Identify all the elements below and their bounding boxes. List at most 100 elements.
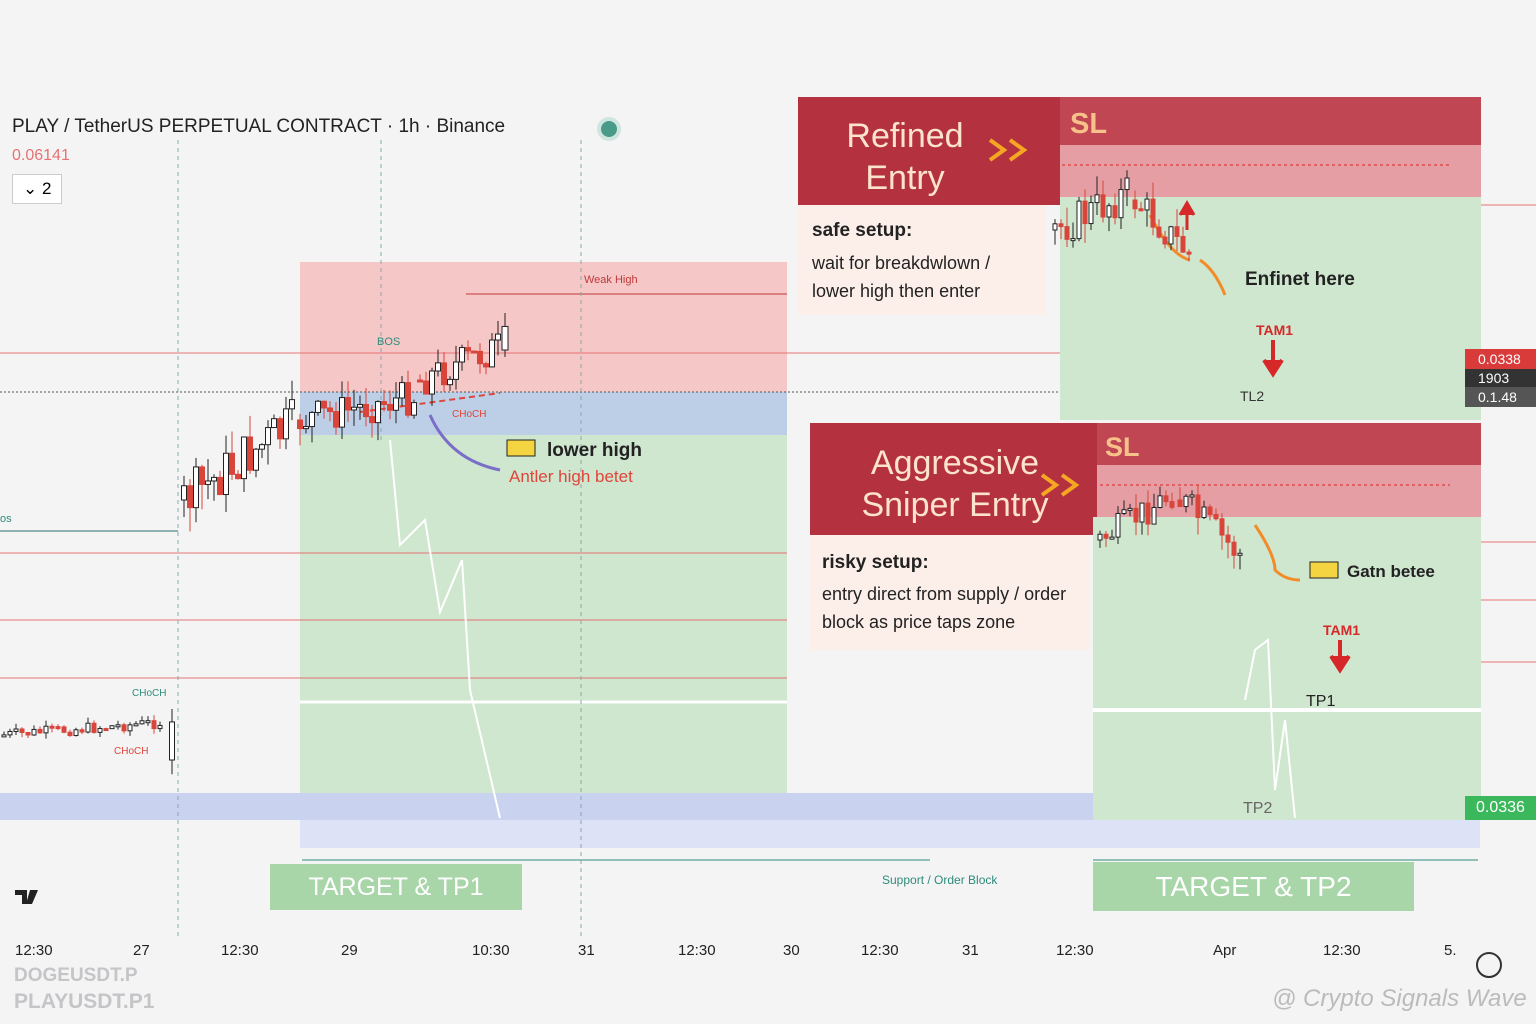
candle-body — [1097, 533, 1103, 541]
weak-high: Weak High — [584, 274, 638, 286]
candle-body — [321, 400, 327, 409]
candle-body — [235, 473, 241, 480]
aggressive-panel — [810, 423, 1481, 820]
watermark: @ Crypto Signals Wave — [1272, 985, 1527, 1012]
candle-body — [1219, 518, 1225, 536]
candle-body — [49, 725, 55, 729]
candle-body — [67, 731, 73, 737]
level-label: TL2 — [1240, 388, 1265, 404]
price-tag: 0.0336 — [1476, 799, 1525, 816]
candle-body — [199, 466, 205, 485]
symbol-title: PLAY / TetherUS PERPETUAL CONTRACT · 1h … — [12, 116, 506, 137]
candle-body — [1112, 205, 1118, 219]
projection — [389, 439, 501, 819]
candle-body — [471, 350, 477, 354]
candle-body — [375, 401, 381, 424]
candle-body — [73, 729, 79, 737]
candle-body — [381, 401, 387, 405]
candle-body — [109, 725, 115, 730]
candle-body — [393, 397, 399, 411]
candle-body — [169, 721, 175, 761]
candle-body — [1132, 199, 1138, 210]
candle-body — [327, 407, 333, 413]
candle-body — [315, 400, 321, 413]
candle-body — [283, 408, 289, 440]
x-tick-label: 30 — [783, 942, 800, 959]
setup-title: risky setup: — [822, 552, 929, 573]
candle-body — [1082, 200, 1088, 225]
tp-label: TP1 — [1306, 693, 1336, 710]
candle-body — [1100, 194, 1106, 218]
candle-body — [369, 416, 375, 424]
candle-body — [1109, 536, 1115, 540]
candle-body — [411, 402, 417, 416]
candle-body — [1189, 494, 1195, 498]
candle-body — [1225, 534, 1231, 543]
x-tick-label: 12:30 — [861, 942, 899, 959]
candle-body — [1156, 226, 1162, 238]
price-tags — [1465, 349, 1536, 820]
candle-body — [223, 452, 229, 496]
candle-body — [241, 436, 247, 480]
candle-body — [25, 731, 31, 736]
x-tick-label: Apr — [1213, 942, 1237, 959]
candle-body — [1231, 541, 1237, 556]
symbol-watermark: DOGEUSDT.P — [14, 965, 138, 986]
candle-body — [187, 485, 193, 509]
candle-body — [115, 724, 121, 728]
candle-body — [259, 444, 265, 450]
candle-body — [477, 350, 483, 365]
candle-body — [297, 419, 303, 430]
price-tag: 0.1.48 — [1478, 389, 1517, 405]
x-tick-label: 31 — [962, 942, 979, 959]
candle-body — [1139, 502, 1145, 523]
candle-body — [1183, 495, 1189, 508]
candle-body — [1195, 494, 1201, 519]
candle-body — [1213, 513, 1219, 520]
candle-body — [351, 406, 357, 411]
candle-body — [303, 426, 309, 430]
sl-label: SL — [1105, 432, 1140, 462]
candle-body — [19, 728, 25, 733]
setup-text: wait for breakdwlown / lower high then e… — [812, 253, 991, 301]
x-tick-label: 10:30 — [472, 942, 510, 959]
target-label: TARGET & TP2 — [1093, 862, 1414, 911]
candle-body — [339, 397, 345, 428]
choch-label: CHoCH — [114, 746, 149, 757]
candle-body — [247, 436, 253, 471]
candle-body — [1124, 177, 1130, 191]
marker — [506, 439, 536, 457]
x-tick-label: 5. — [1444, 942, 1457, 959]
bos-label: os — [0, 513, 12, 525]
price-tag: 0.0338 — [1478, 351, 1521, 367]
candle-body — [423, 380, 429, 395]
candle-body — [229, 452, 235, 475]
candle-body — [309, 411, 315, 428]
zoom-button[interactable] — [1476, 952, 1502, 978]
status-dot — [597, 117, 621, 141]
candle-body — [1115, 512, 1121, 538]
candle-body — [121, 724, 127, 732]
candle-body — [357, 403, 363, 408]
candle-body — [253, 448, 259, 471]
bos-label: BOS — [377, 336, 401, 348]
session-dividers — [177, 140, 582, 940]
candle-body — [1070, 238, 1076, 242]
candle-body — [205, 480, 211, 485]
entry-label: Gatn betee — [1347, 562, 1435, 581]
candle-body — [435, 362, 441, 372]
candle-body — [13, 728, 19, 732]
candle-body — [1237, 552, 1243, 556]
candle-body — [405, 382, 411, 416]
indicator-toggle[interactable]: ⌄ 2 — [12, 174, 63, 204]
candle-body — [181, 485, 187, 501]
candle-body — [1168, 226, 1174, 245]
candle-body — [1106, 205, 1112, 218]
candle-body — [133, 723, 139, 727]
choch-label: CHoCH — [132, 688, 167, 699]
candle-body — [79, 729, 85, 733]
candle-body — [501, 325, 509, 351]
support-label: Support / Order Block — [882, 873, 998, 887]
